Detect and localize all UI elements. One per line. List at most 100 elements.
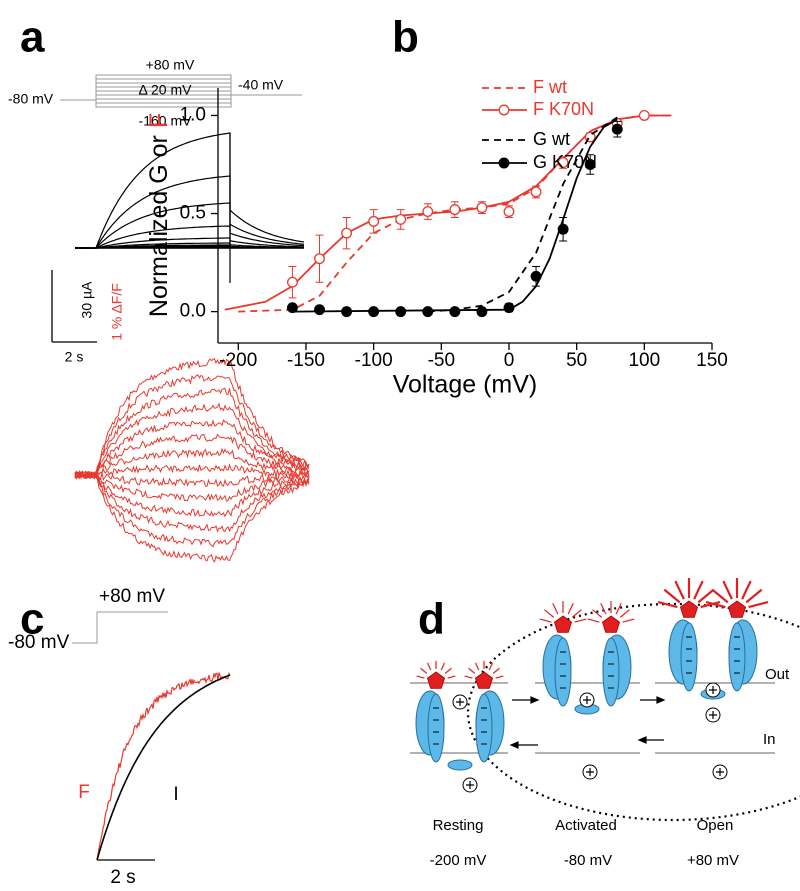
fluorescence-trace bbox=[74, 433, 310, 480]
emission-ray bbox=[539, 618, 552, 623]
state-voltage: +80 mV bbox=[687, 852, 739, 869]
emission-ray bbox=[464, 675, 473, 679]
protocol-label: -160 mV bbox=[139, 113, 193, 129]
state-name: Open bbox=[697, 817, 734, 834]
protocol bbox=[60, 74, 302, 108]
y-tick-label: 0.0 bbox=[180, 301, 206, 322]
data-point bbox=[449, 204, 461, 216]
data-point bbox=[422, 306, 434, 318]
data-point bbox=[557, 223, 569, 235]
fluorescence-trace bbox=[74, 358, 310, 479]
emission-ray bbox=[619, 609, 630, 618]
emission-ray bbox=[444, 667, 452, 674]
fluorescence-trace bbox=[74, 463, 310, 480]
emission-ray bbox=[567, 603, 574, 615]
emission-ray bbox=[615, 603, 622, 615]
protocol-label: +80 mV bbox=[99, 586, 165, 607]
protocol-label: -80 mV bbox=[8, 632, 70, 653]
ion-sign bbox=[586, 768, 594, 776]
y-tick-label: 0.5 bbox=[180, 203, 206, 224]
data-point bbox=[530, 186, 542, 198]
legend-marker bbox=[498, 157, 510, 169]
emission-ray bbox=[693, 580, 704, 600]
data-point bbox=[395, 213, 407, 225]
data-point bbox=[341, 227, 353, 239]
gate bbox=[447, 759, 473, 771]
x-tick-label: 50 bbox=[566, 350, 587, 371]
emission-ray bbox=[440, 662, 446, 671]
fit-line bbox=[238, 114, 672, 313]
legend-label: F K70N bbox=[533, 99, 594, 119]
fluorescence-trace bbox=[74, 470, 310, 563]
protocol bbox=[72, 611, 168, 644]
fluorescence-trace bbox=[74, 447, 310, 479]
fluorescence-trace bbox=[74, 402, 310, 478]
x-tick-label: 0 bbox=[504, 350, 515, 371]
voltage-sensor bbox=[427, 693, 445, 763]
emission-ray bbox=[663, 588, 681, 604]
fit-line bbox=[427, 116, 618, 313]
data-point bbox=[557, 157, 569, 168]
fluorescence-trace bbox=[74, 471, 310, 533]
voltage-sensor bbox=[680, 622, 698, 692]
data-point bbox=[422, 206, 434, 218]
ion-sign bbox=[716, 768, 724, 776]
emission-ray bbox=[420, 667, 428, 674]
data-point bbox=[638, 110, 650, 121]
emission-ray bbox=[574, 618, 587, 623]
ion-sign bbox=[466, 781, 474, 789]
data-point bbox=[314, 304, 325, 316]
data-point bbox=[286, 276, 298, 288]
voltage-sensor bbox=[728, 622, 746, 692]
x-tick-label: 150 bbox=[696, 350, 728, 371]
emission-ray bbox=[552, 603, 559, 615]
fluorophore bbox=[474, 671, 494, 689]
data-point bbox=[395, 306, 407, 318]
data-point bbox=[476, 202, 488, 214]
voltage-sensor bbox=[554, 637, 572, 707]
panel-letter: a bbox=[20, 13, 45, 62]
fluorescence-trace bbox=[74, 387, 310, 480]
data-point bbox=[503, 206, 515, 218]
fluorophore bbox=[679, 600, 699, 618]
emission-ray bbox=[474, 662, 480, 671]
emission-ray bbox=[600, 603, 607, 615]
emission-ray bbox=[544, 609, 555, 618]
emission-ray bbox=[657, 601, 678, 609]
ion-sign bbox=[709, 711, 717, 719]
x-tick-label: -100 bbox=[355, 350, 393, 371]
protocol-label: -40 mV bbox=[238, 77, 284, 93]
scale-bar bbox=[51, 270, 97, 343]
legend-label: G K70N bbox=[533, 152, 597, 172]
x-axis-label: Voltage (mV) bbox=[393, 371, 538, 399]
fluorophore bbox=[727, 600, 747, 618]
emission-ray bbox=[622, 618, 635, 623]
scale-label: 1 % ΔF/F bbox=[109, 283, 125, 341]
emission-ray bbox=[700, 601, 721, 609]
emission-ray bbox=[722, 580, 733, 600]
data-point bbox=[476, 306, 488, 318]
emission-ray bbox=[705, 601, 726, 609]
fluorophore bbox=[426, 671, 446, 689]
fluorescence-trace bbox=[74, 374, 310, 479]
emission-ray bbox=[748, 601, 769, 609]
emission-ray bbox=[674, 580, 685, 600]
fluorophore bbox=[553, 615, 573, 633]
fluorescence-trace bbox=[74, 472, 310, 518]
fluorescence-trace bbox=[74, 471, 310, 487]
data-point bbox=[584, 159, 596, 170]
legend-marker bbox=[498, 104, 510, 116]
x-tick-label: -200 bbox=[219, 350, 257, 371]
emission-ray bbox=[426, 662, 432, 671]
data-point bbox=[341, 306, 353, 318]
y-axis-label-part: Normalized G or bbox=[145, 128, 173, 317]
state-name: Resting bbox=[433, 817, 484, 834]
emission-ray bbox=[488, 662, 494, 671]
x-tick-label: -50 bbox=[428, 350, 455, 371]
emission-ray bbox=[711, 588, 729, 604]
current-trace bbox=[74, 132, 305, 249]
state-name: Activated bbox=[555, 817, 617, 834]
data-point bbox=[503, 302, 515, 314]
ion-sign bbox=[709, 686, 717, 694]
fluorescence-trace bbox=[74, 419, 310, 479]
